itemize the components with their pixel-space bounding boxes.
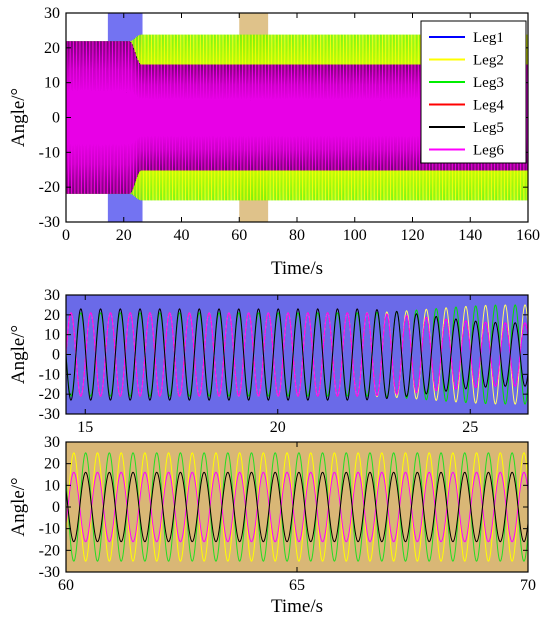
x-tick-label: 65: [289, 577, 305, 594]
y-tick-label: 0: [52, 499, 60, 516]
x-tick-label: 25: [462, 419, 478, 436]
x-tick-label: 80: [289, 227, 305, 244]
y-tick-label: 30: [44, 5, 60, 22]
x-tick-label: 70: [520, 577, 536, 594]
y-tick-label: 20: [44, 307, 60, 324]
zoom-steady-y-axis-label: Angle/°: [8, 477, 29, 536]
zoom-steady-x-axis-label: Time/s: [271, 596, 323, 617]
x-tick-label: 20: [116, 227, 132, 244]
series-line-leg5: [65, 471, 529, 543]
y-tick-label: 10: [44, 477, 60, 494]
y-tick-label: -10: [39, 366, 60, 383]
x-tick-label: 15: [77, 419, 93, 436]
y-tick-label: -20: [39, 179, 60, 196]
overview-panel: 0 20 40 60 80 100 120 140 160 -30 -20 -10 0 10 20 30 T…: [8, 5, 540, 279]
legend-label-leg1: Leg1: [473, 30, 504, 46]
legend-box: [420, 20, 527, 164]
legend-label-leg4: Leg4: [473, 98, 504, 114]
y-tick-label: 30: [44, 434, 60, 451]
legend-label-leg2: Leg2: [473, 53, 504, 69]
y-tick-label: 0: [52, 347, 60, 364]
overview-x-axis-label: Time/s: [271, 258, 323, 279]
series-line-leg5: [65, 308, 529, 401]
series-line-leg3: [65, 452, 529, 562]
y-tick-label: -20: [39, 386, 60, 403]
y-tick-label: -30: [39, 406, 60, 423]
y-tick-label: -30: [39, 564, 60, 581]
y-tick-label: 10: [44, 75, 60, 92]
x-tick-label: 60: [58, 577, 74, 594]
y-tick-label: 20: [44, 456, 60, 473]
x-tick-label: 0: [62, 227, 70, 244]
series-line-leg2: [65, 452, 529, 562]
zoom-steady-plot-area: [66, 442, 528, 572]
y-tick-label: -30: [39, 214, 60, 231]
x-tick-label: 160: [516, 227, 540, 244]
x-tick-label: 60: [231, 227, 247, 244]
overview-y-axis-label: Angle/°: [8, 88, 29, 147]
series-line-leg6: [65, 471, 529, 543]
legend-label-leg3: Leg3: [473, 75, 504, 91]
zoom-steady-panel: 60 65 70 -30 -20 -10 0 10 20 30 Time/s Angle/°: [8, 434, 536, 617]
y-tick-label: -20: [39, 542, 60, 559]
x-tick-label: 20: [270, 419, 286, 436]
zoom-transition-y-axis-label: Angle/°: [8, 325, 29, 384]
y-tick-label: 0: [52, 110, 60, 127]
legend: Leg1 Leg2 Leg3 Leg4 Leg5 Leg6: [420, 20, 527, 164]
x-tick-label: 100: [343, 227, 367, 244]
y-tick-label: 30: [44, 287, 60, 304]
legend-label-leg5: Leg5: [473, 120, 504, 136]
x-tick-label: 120: [401, 227, 425, 244]
y-tick-label: 20: [44, 40, 60, 57]
x-tick-label: 140: [458, 227, 482, 244]
legend-label-leg6: Leg6: [473, 143, 504, 159]
zoom-transition-panel: 15 20 25 -30 -20 -10 0 10 20 30 Angle/°: [8, 287, 529, 436]
x-tick-label: 40: [174, 227, 190, 244]
y-tick-label: -10: [39, 521, 60, 538]
y-tick-label: 10: [44, 327, 60, 344]
y-tick-label: -10: [39, 144, 60, 161]
